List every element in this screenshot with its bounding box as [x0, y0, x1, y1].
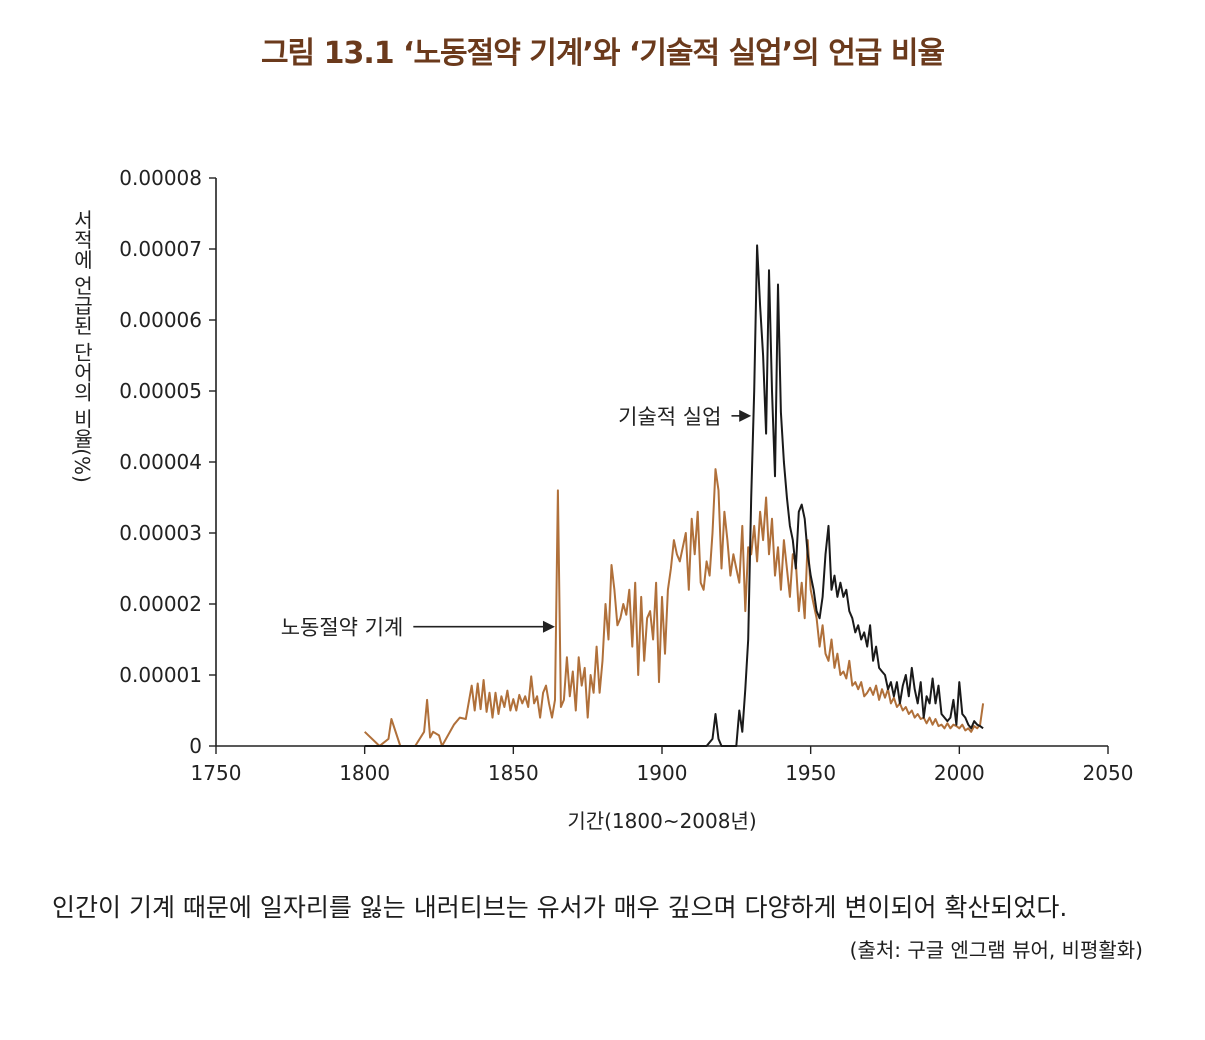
- x-tick-label: 2000: [934, 761, 985, 785]
- annotation-technological-unemployment-label: 기술적 실업: [618, 405, 721, 429]
- x-tick-label: 1800: [339, 761, 390, 785]
- x-tick-label: 1950: [785, 761, 836, 785]
- y-axis-label: 서적에 언급된 단어의 비율(%): [70, 209, 94, 483]
- series-layer: [364, 244, 985, 747]
- x-tick-label: 1850: [488, 761, 539, 785]
- y-tick-label: 0.00008: [119, 166, 202, 190]
- y-tick-label: 0.00006: [119, 308, 202, 332]
- y-tick-label: 0.00007: [119, 237, 202, 261]
- series-line-labor-saving-machine: [364, 468, 985, 747]
- figure-title: 그림 13.1 ‘노동절약 기계’와 ‘기술적 실업’의 언급 비율: [260, 36, 945, 71]
- caption-text: 인간이 기계 때문에 일자리를 잃는 내러티브는 유서가 매우 깊으며 다양하게…: [52, 893, 1068, 922]
- annotation-labor-saving-machine-arrowhead: [542, 620, 555, 633]
- axes: 0 0.00001 0.00002 0.00003 0.00004 0.00005 0.00…: [70, 166, 1133, 833]
- x-axis-label: 기간(1800~2008년): [567, 809, 756, 833]
- y-tick-label: 0: [189, 734, 202, 758]
- x-tick-label: 1900: [637, 761, 688, 785]
- x-tick-label: 1750: [191, 761, 242, 785]
- source-note: (출처: 구글 엔그램 뷰어, 비평활화): [849, 938, 1143, 962]
- y-tick-label: 0.00001: [119, 663, 202, 687]
- annotation-labor-saving-machine-label: 노동절약 기계: [281, 616, 404, 640]
- y-tick-label: 0.00003: [119, 521, 202, 545]
- y-tick-label: 0.00004: [119, 450, 202, 474]
- annotation-technological-unemployment-arrowhead: [739, 409, 752, 422]
- y-tick-label: 0.00002: [119, 592, 202, 616]
- y-tick-label: 0.00005: [119, 379, 202, 403]
- series-line-technological-unemployment: [364, 244, 984, 747]
- x-tick-label: 2050: [1083, 761, 1134, 785]
